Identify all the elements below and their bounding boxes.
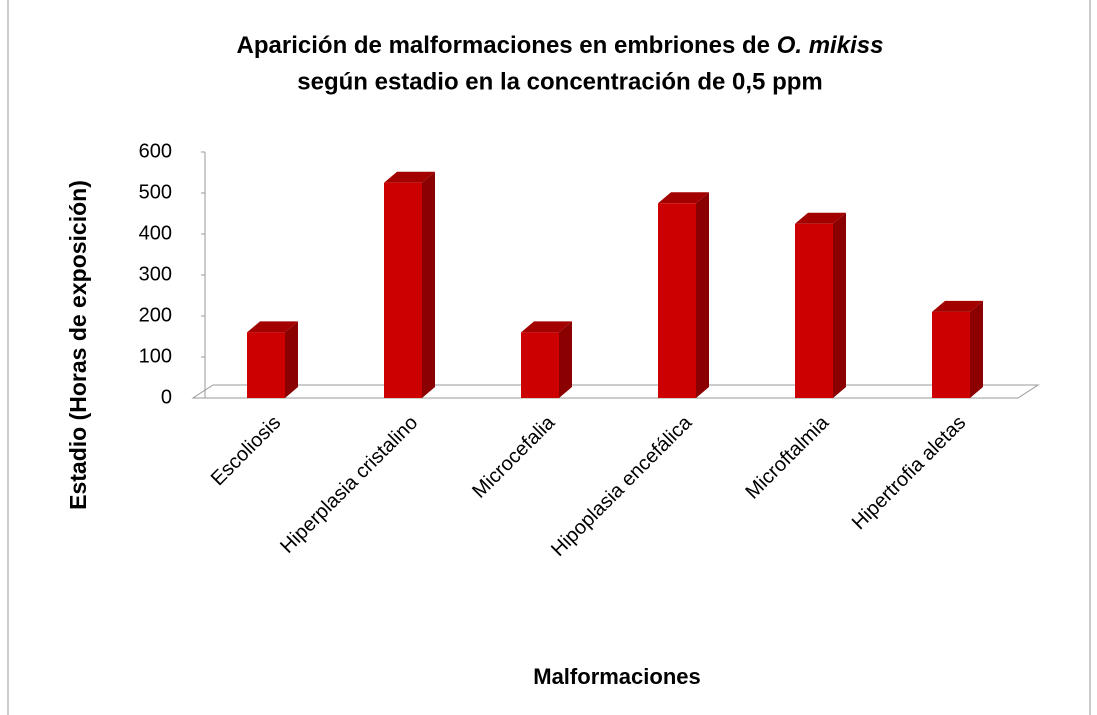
y-tick-label: 300	[139, 263, 172, 285]
bar-front	[247, 332, 285, 398]
bar	[795, 212, 846, 398]
bar-side	[285, 321, 298, 398]
bar	[658, 192, 709, 398]
y-tick-label: 100	[139, 345, 172, 367]
bar-front	[658, 203, 696, 398]
y-tick-label: 0	[161, 386, 172, 408]
bar-top	[384, 171, 435, 183]
bar-top	[932, 300, 983, 312]
y-tick-label: 200	[139, 304, 172, 326]
x-axis-title: Malformaciones	[533, 664, 701, 689]
y-tick-label: 500	[139, 181, 172, 203]
bar-top	[658, 192, 709, 204]
bar-front	[521, 332, 559, 398]
bar-front	[384, 182, 422, 398]
bar-top	[521, 321, 572, 333]
bar	[247, 321, 298, 398]
bar-top	[795, 212, 846, 224]
bar	[384, 171, 435, 398]
bar	[932, 300, 983, 398]
floor	[191, 384, 1040, 399]
bar-side	[833, 212, 846, 398]
y-tick-label: 400	[139, 222, 172, 244]
bar	[521, 321, 572, 398]
bar-side	[559, 321, 572, 398]
title-part: Aparición de malformaciones en embriones…	[237, 32, 777, 59]
chart-title: Aparición de malformaciones en embriones…	[237, 32, 884, 59]
bar-side	[970, 300, 983, 398]
bar-side	[422, 171, 435, 398]
chart-title: según estadio en la concentración de 0,5…	[297, 68, 822, 95]
y-axis-title: Estadio (Horas de exposición)	[65, 180, 91, 510]
bar-top	[247, 321, 298, 333]
y-tick-label: 600	[139, 140, 172, 162]
bar-side	[696, 192, 709, 398]
bar-front	[795, 223, 833, 398]
title-italic: O. mikiss	[777, 32, 884, 59]
bar-front	[932, 311, 970, 398]
